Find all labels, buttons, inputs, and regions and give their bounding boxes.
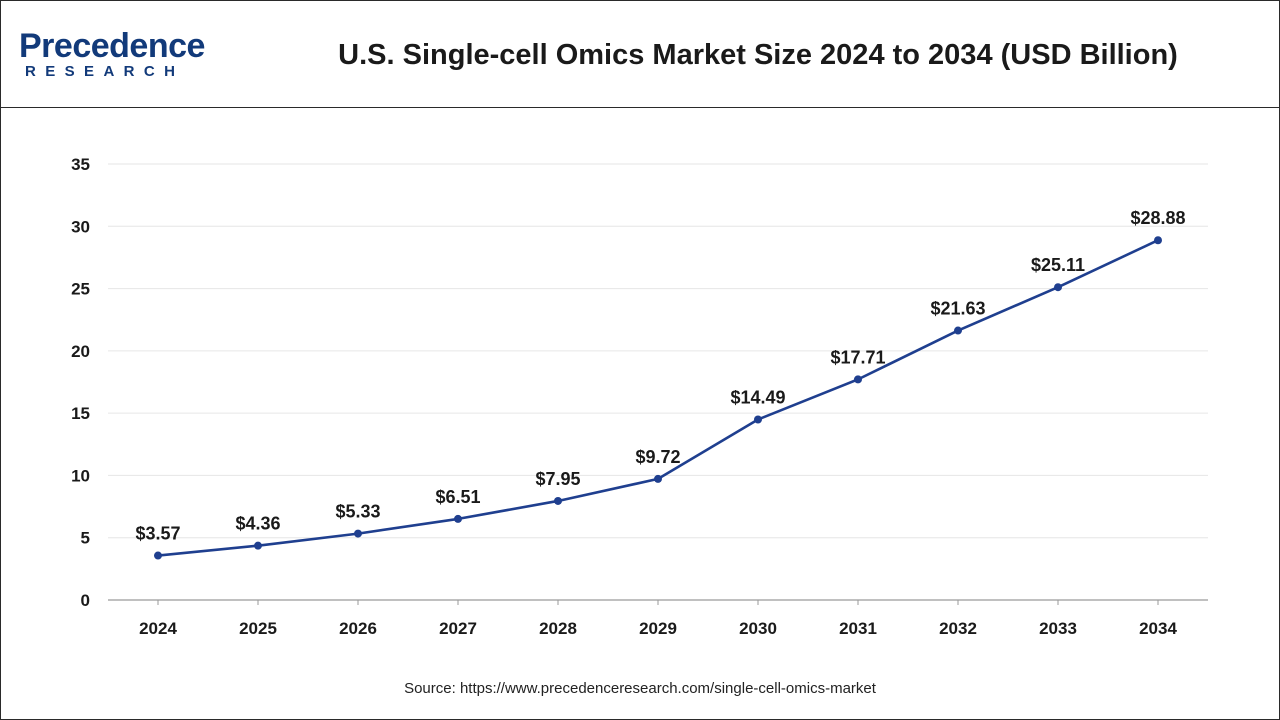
data-label: $5.33 — [335, 502, 380, 522]
data-label: $9.72 — [635, 447, 680, 467]
logo: Precedence RESEARCH — [19, 27, 219, 87]
x-tick-label: 2024 — [139, 619, 177, 638]
data-label: $3.57 — [135, 524, 180, 544]
x-tick-label: 2030 — [739, 619, 777, 638]
data-label: $6.51 — [435, 487, 480, 507]
x-tick-label: 2025 — [239, 619, 277, 638]
header: Precedence RESEARCH U.S. Single-cell Omi… — [1, 1, 1279, 108]
logo-word: Precedence — [19, 27, 205, 65]
logo-subtitle: RESEARCH — [25, 63, 185, 80]
x-tick-label: 2029 — [639, 619, 677, 638]
data-label: $21.63 — [930, 299, 985, 319]
data-point — [854, 375, 862, 384]
y-tick-label: 25 — [71, 280, 90, 299]
y-tick-label: 35 — [71, 155, 90, 174]
data-point — [154, 551, 162, 560]
x-tick-label: 2031 — [839, 619, 877, 638]
data-label: $4.36 — [235, 514, 280, 534]
source-note: Source: https://www.precedenceresearch.c… — [404, 680, 876, 697]
data-point — [654, 474, 662, 483]
data-label: $28.88 — [1130, 208, 1185, 228]
x-tick-label: 2027 — [439, 619, 477, 638]
data-label: $25.11 — [1031, 255, 1085, 275]
data-point — [254, 541, 262, 550]
data-point — [354, 529, 362, 538]
data-point — [554, 496, 562, 505]
x-tick-label: 2033 — [1039, 619, 1077, 638]
chart-title: U.S. Single-cell Omics Market Size 2024 … — [338, 39, 1178, 71]
x-tick-label: 2032 — [939, 619, 977, 638]
y-tick-label: 0 — [81, 591, 90, 610]
y-tick-label: 20 — [71, 342, 90, 361]
y-tick-label: 5 — [81, 529, 90, 548]
data-point — [954, 326, 962, 335]
data-label: $14.49 — [730, 387, 785, 407]
data-point — [1054, 283, 1062, 292]
y-tick-label: 30 — [71, 217, 90, 236]
y-tick-label: 10 — [71, 466, 90, 485]
x-tick-label: 2028 — [539, 619, 577, 638]
data-point — [454, 514, 462, 523]
y-tick-label: 15 — [71, 404, 90, 423]
data-label: $17.71 — [830, 347, 885, 367]
data-point — [754, 415, 762, 424]
x-tick-label: 2026 — [339, 619, 377, 638]
x-tick-label: 2034 — [1139, 619, 1177, 638]
series-line — [157, 239, 1159, 557]
data-point — [1154, 236, 1162, 245]
data-label: $7.95 — [535, 469, 580, 489]
